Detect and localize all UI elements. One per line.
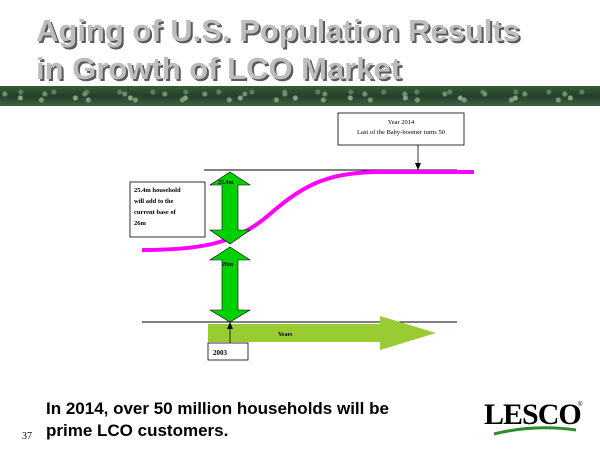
caption-line-1: In 2014, over 50 million households will… (46, 399, 389, 418)
slide-caption: In 2014, over 50 million households will… (46, 398, 389, 442)
household-callout-box (129, 181, 206, 238)
upper-arrow-label: 25.4m (218, 180, 234, 186)
lower-arrow-label: 26m (222, 262, 233, 268)
year-2003-box (207, 342, 249, 361)
decorative-texture-band (0, 86, 600, 106)
household-callout-line-1: 25.4m household (134, 187, 181, 194)
growth-curve (141, 170, 474, 252)
title-line-1: Aging of U.S. Population Results (36, 13, 520, 48)
logo-swoosh-icon (493, 426, 577, 436)
registered-mark-icon: ® (578, 402, 583, 408)
caption-line-2: prime LCO customers. (46, 421, 229, 440)
years-label: Years (278, 332, 293, 338)
logo-wordmark: LESCO (484, 398, 582, 431)
household-callout-line-4: 26m (134, 220, 147, 227)
year-2014-callout-line-1: Year 2014 (388, 119, 415, 126)
slide-number: 37 (22, 431, 32, 442)
household-callout-line-3: current base of (134, 209, 177, 216)
year-2014-callout-line-2: Last of the Baby-boomer turns 50 (357, 129, 445, 136)
household-callout-line-2: will add to the (134, 198, 174, 205)
years-arrow (208, 316, 436, 350)
upper-double-arrow (208, 171, 252, 245)
year-2014-pointer-head (415, 163, 421, 170)
title-line-2: in Growth of LCO Market (36, 51, 402, 86)
lesco-logo: LESCO ® (484, 400, 584, 440)
slide-title: Aging of U.S. Population Results in Grow… (36, 12, 520, 88)
year-2014-callout-box (337, 112, 465, 146)
year-2003-pointer-head (227, 322, 233, 329)
year-2003-label: 2003 (213, 349, 228, 357)
lower-double-arrow (208, 246, 252, 323)
